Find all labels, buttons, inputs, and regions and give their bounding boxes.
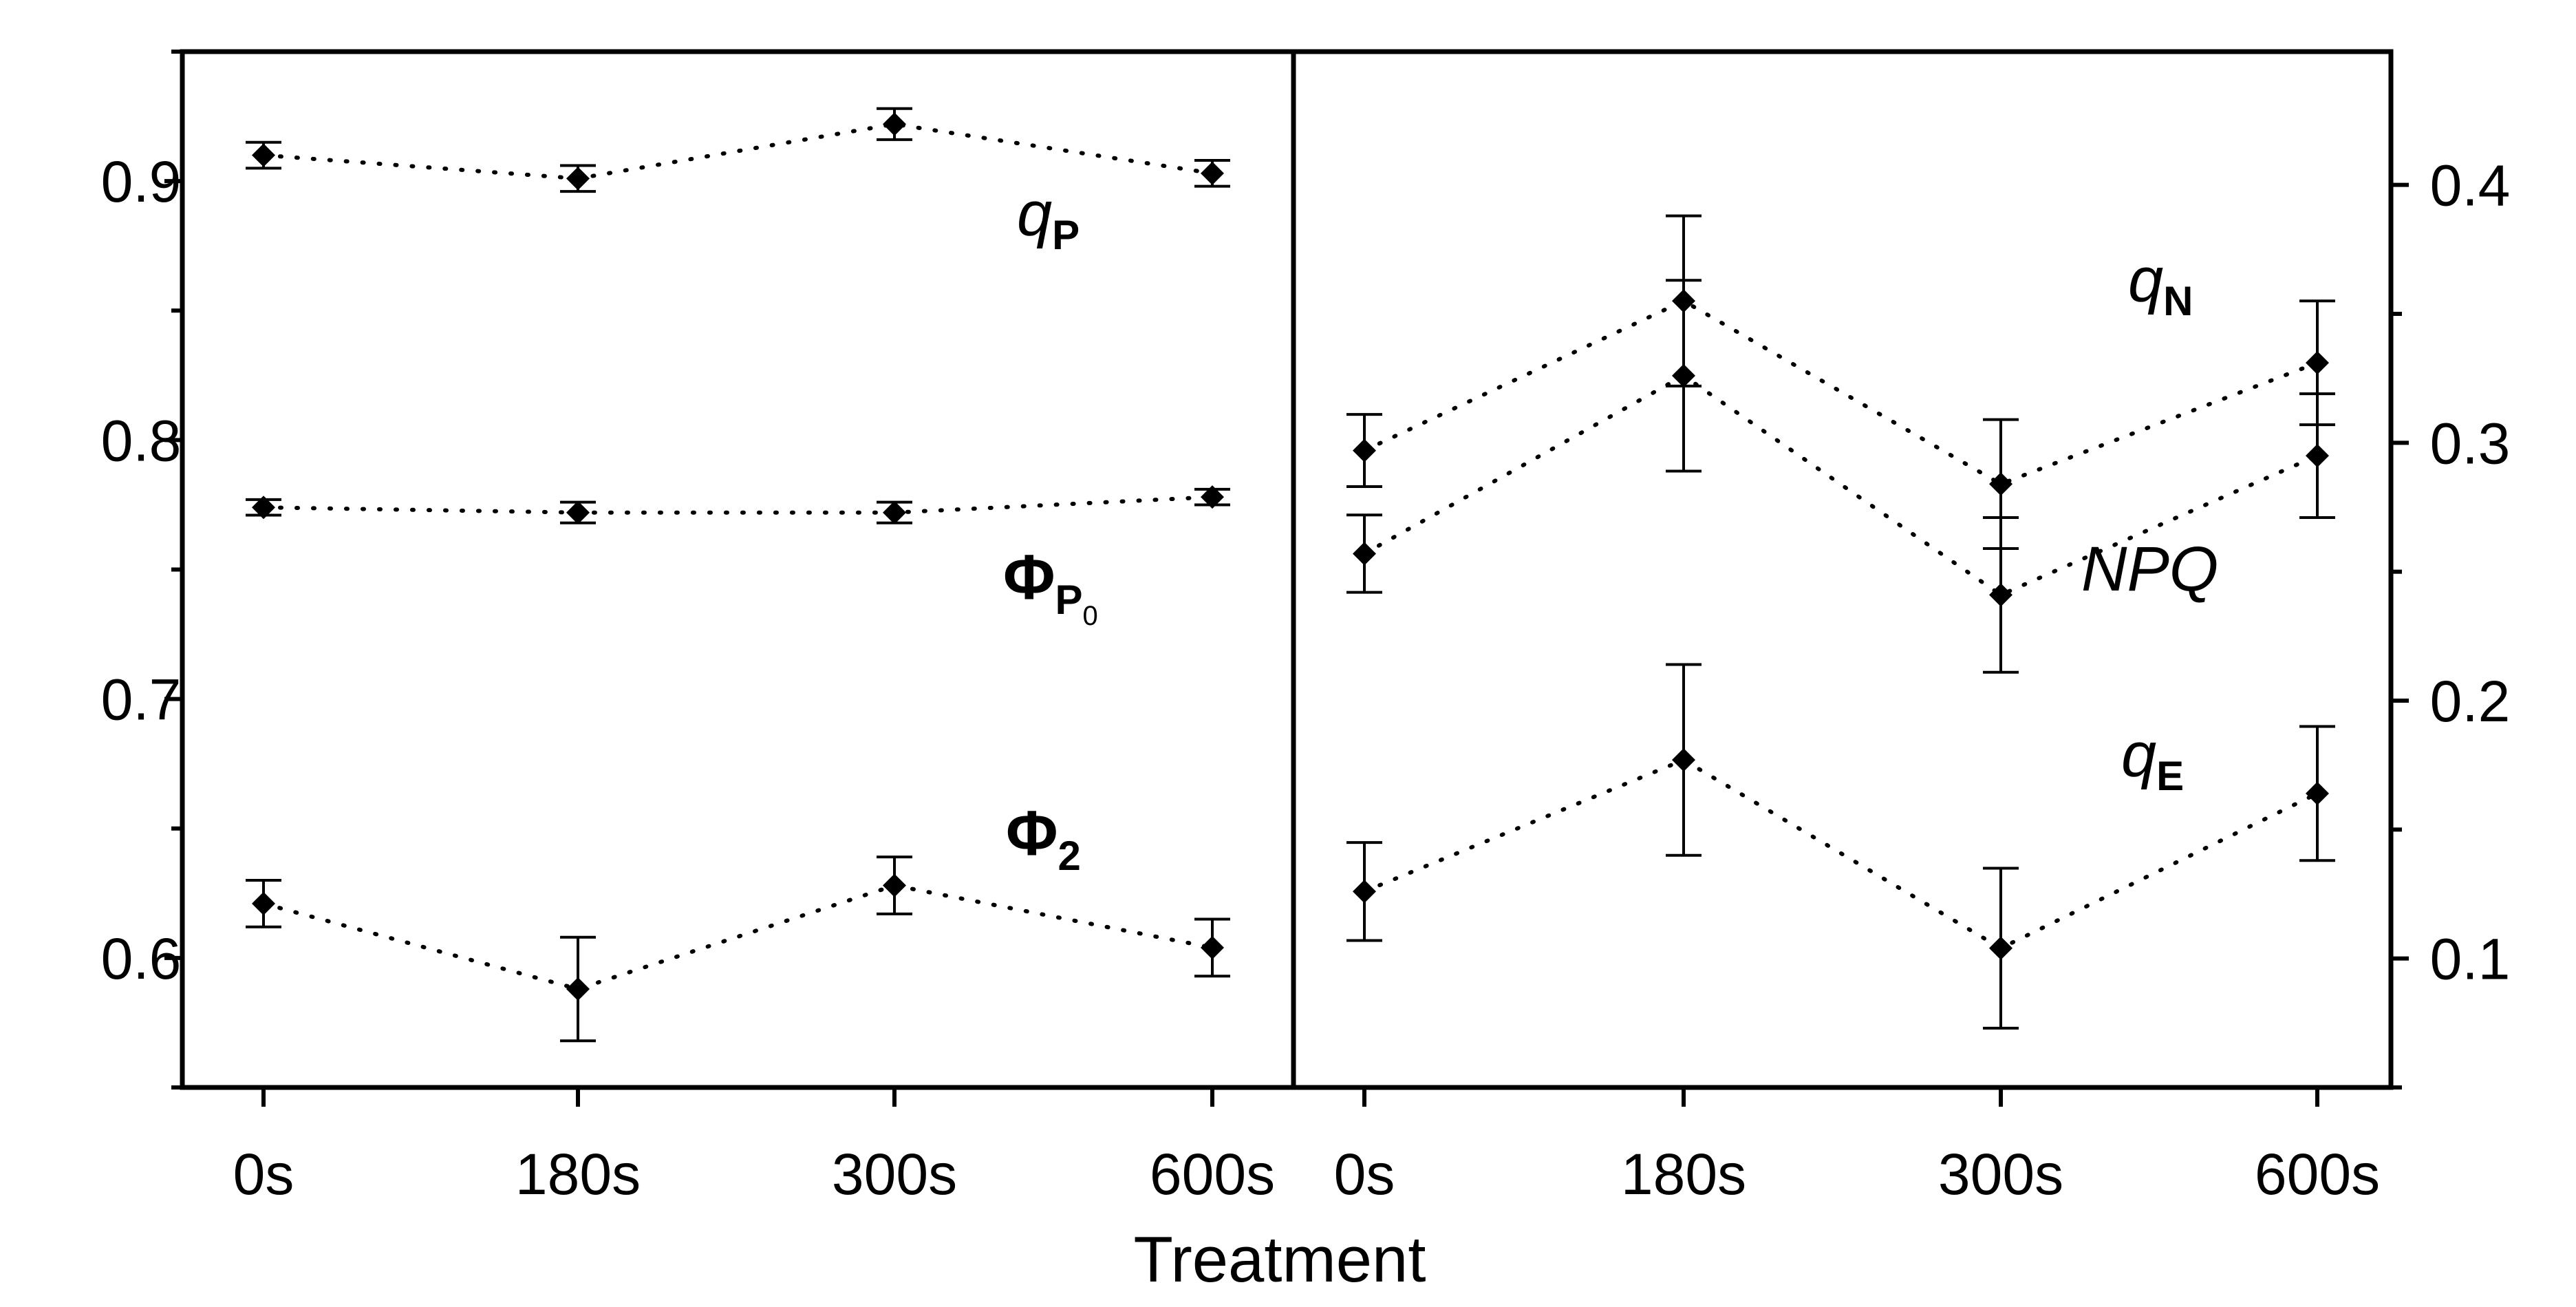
y-tick-label-left-0: 0.6: [101, 926, 182, 991]
label-phi-p0: ΦP0: [1003, 542, 1098, 631]
y-tick-label-right-1: 0.2: [2430, 669, 2511, 734]
data-point-right-2-3: [2306, 781, 2329, 805]
x-tick-label-right-3: 600s: [2255, 1142, 2380, 1207]
data-point-left-2-2: [883, 873, 906, 897]
data-point-right-2-0: [1353, 880, 1376, 904]
data-point-right-0-0: [1353, 438, 1376, 463]
data-point-left-1-1: [566, 500, 590, 524]
plot-frame: [180, 49, 2394, 1090]
y-tick-label-right-3: 0.4: [2430, 153, 2511, 218]
data-point-right-1-1: [1672, 363, 1695, 387]
series-line-right-2: [1362, 757, 2319, 951]
series-line-right-1: [1362, 373, 2319, 597]
data-point-right-2-1: [1672, 748, 1695, 772]
data-point-left-0-0: [252, 143, 275, 167]
data-point-left-2-0: [252, 891, 275, 915]
data-point-left-1-2: [883, 500, 906, 524]
x-tick-label-left-2: 300s: [832, 1142, 957, 1207]
x-tick-label-right-1: 180s: [1621, 1142, 1746, 1207]
data-point-right-1-2: [1989, 583, 2012, 607]
x-tick-label-right-0: 0s: [1334, 1142, 1395, 1207]
data-point-left-0-1: [566, 167, 590, 191]
data-point-left-0-2: [883, 112, 906, 136]
y-tick-label-right-0: 0.1: [2430, 927, 2511, 992]
data-point-left-1-0: [252, 496, 275, 520]
label-qe: qE: [2121, 720, 2184, 799]
x-tick-label-right-2: 300s: [1938, 1142, 2063, 1207]
axis-ticks: [164, 50, 2409, 1107]
data-point-left-2-3: [1201, 935, 1224, 959]
data-point-right-0-2: [1989, 472, 2012, 496]
data-point-right-1-0: [1353, 542, 1376, 566]
data-point-left-0-3: [1201, 161, 1224, 185]
y-tick-label-left-1: 0.7: [101, 668, 182, 732]
x-tick-label-left-1: 180s: [515, 1142, 641, 1207]
x-tick-label-left-3: 600s: [1150, 1142, 1275, 1207]
chart-marks: [246, 107, 2335, 1043]
x-axis-title: Treatment: [1134, 1223, 1426, 1295]
label-phi-2: Φ2: [1006, 798, 1081, 879]
x-tick-label-left-0: 0s: [233, 1142, 294, 1207]
label-qp: qP: [1017, 179, 1080, 258]
y-tick-label-left-2: 0.8: [101, 408, 182, 473]
chart-labels: 0s 180s 300s 600s 0.6 0.7 0.8 0.9 0s 180s 300s 600s…: [101, 149, 2511, 1207]
label-npq: NPQ: [2081, 534, 2218, 604]
y-tick-label-left-3: 0.9: [101, 149, 182, 214]
y-tick-label-right-2: 0.3: [2430, 411, 2511, 476]
label-qn: qN: [2128, 245, 2193, 324]
data-point-left-1-3: [1201, 485, 1224, 509]
data-point-right-2-2: [1989, 936, 2012, 960]
data-point-right-1-3: [2306, 444, 2329, 468]
data-point-right-0-3: [2306, 351, 2329, 375]
data-point-left-2-1: [566, 977, 590, 1001]
